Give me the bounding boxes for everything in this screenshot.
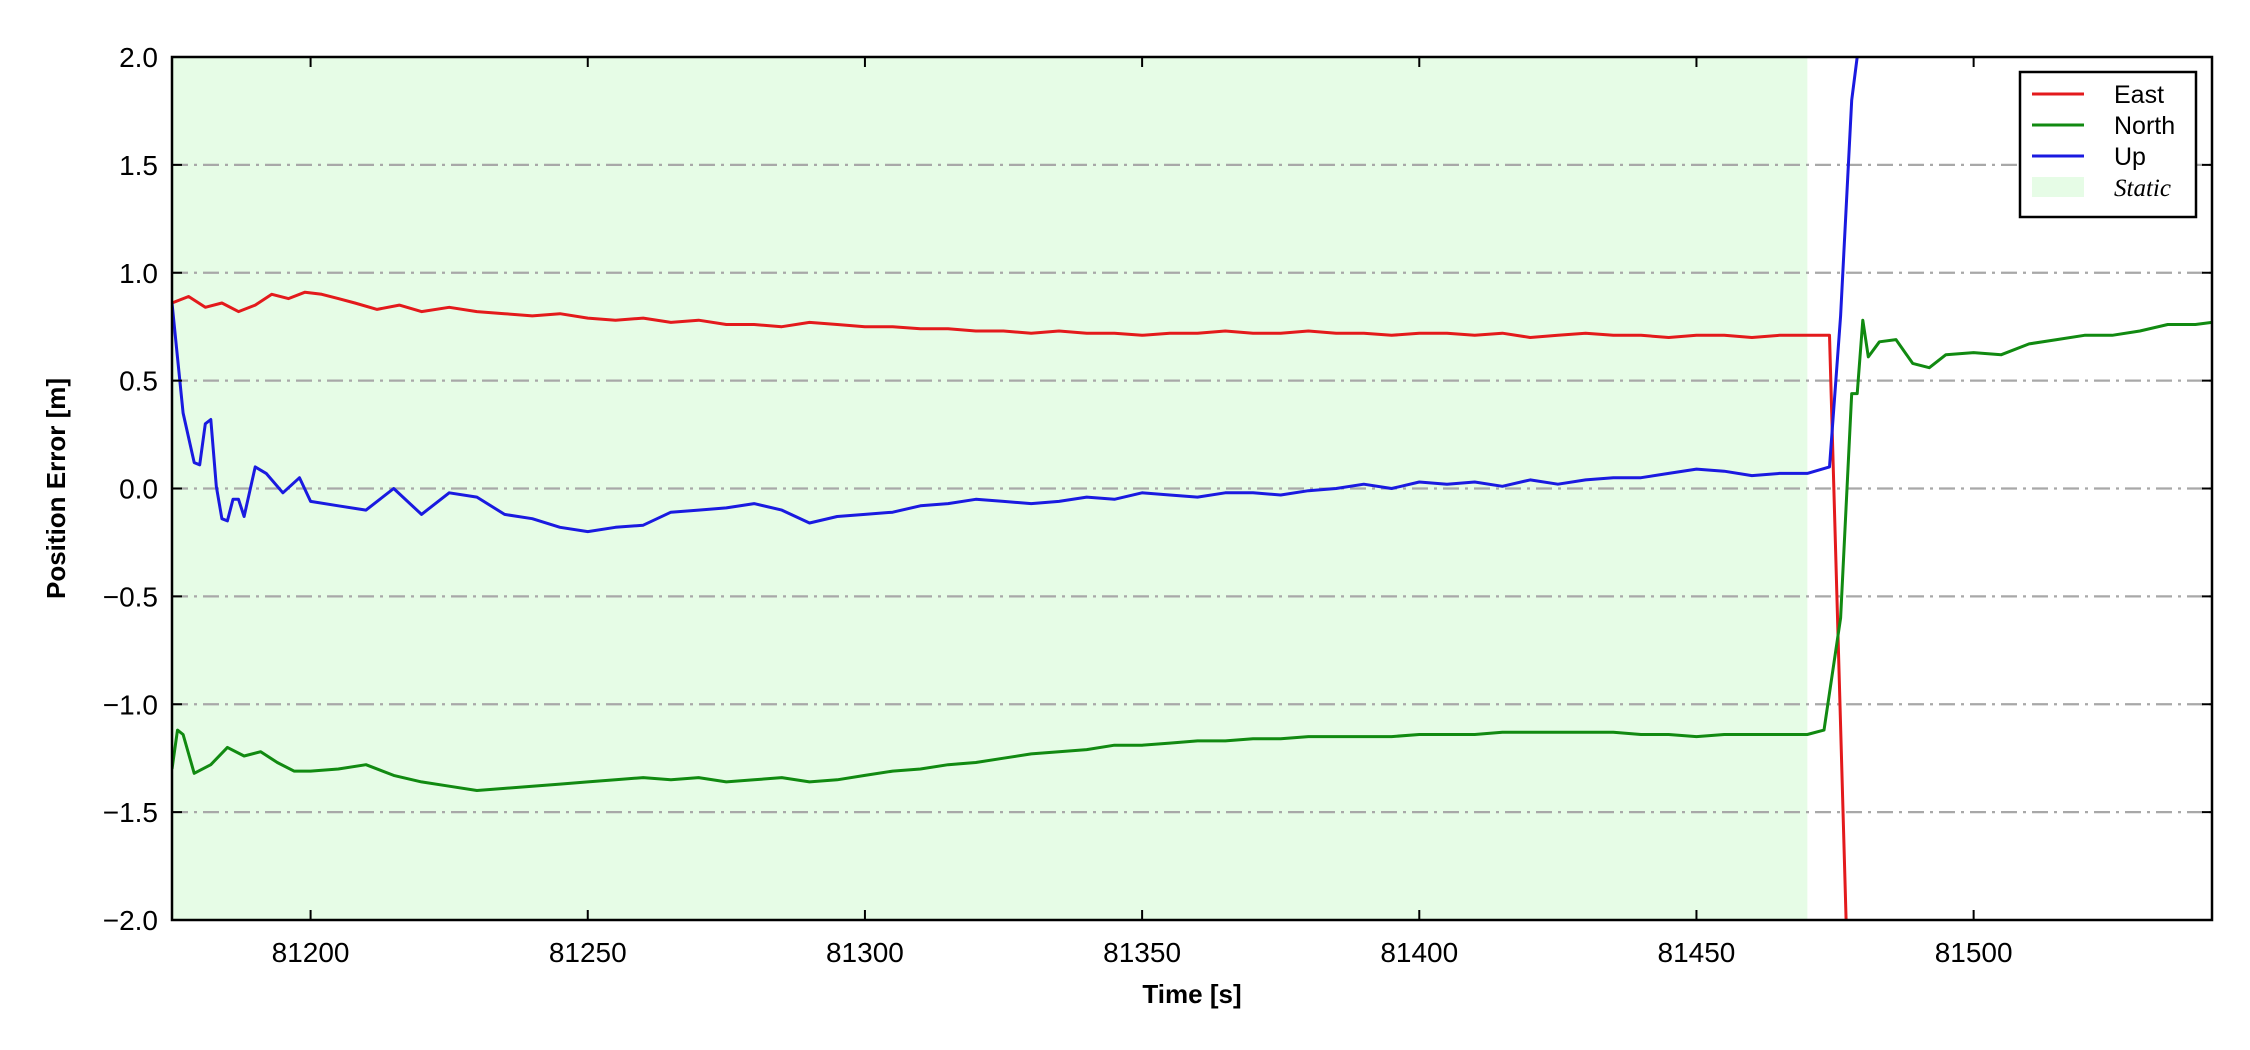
y-tick-label: −0.5 bbox=[103, 581, 158, 612]
x-tick-label: 81400 bbox=[1380, 937, 1458, 968]
legend-label-north: North bbox=[2114, 112, 2175, 140]
x-tick-label: 81300 bbox=[826, 937, 904, 968]
x-axis-title: Time [s] bbox=[1142, 979, 1241, 1009]
y-tick-label: 1.5 bbox=[119, 150, 158, 181]
y-tick-label: 2.0 bbox=[119, 42, 158, 73]
x-tick-label: 81250 bbox=[549, 937, 627, 968]
series-line-east bbox=[172, 290, 1848, 920]
y-tick-label: 0.0 bbox=[119, 474, 158, 505]
legend-swatch-static bbox=[2032, 177, 2084, 197]
y-tick-label: 0.5 bbox=[119, 366, 158, 397]
legend-label-static: Static bbox=[2114, 175, 2171, 202]
series-line-up bbox=[172, 57, 1859, 534]
x-tick-label: 81450 bbox=[1658, 937, 1736, 968]
x-tick-label: 81200 bbox=[272, 937, 350, 968]
legend-label-up: Up bbox=[2114, 143, 2146, 171]
legend-label-east: East bbox=[2114, 81, 2164, 109]
y-tick-label: −1.0 bbox=[103, 689, 158, 720]
x-tick-label: 81350 bbox=[1103, 937, 1181, 968]
y-tick-label: −2.0 bbox=[103, 905, 158, 936]
y-tick-label: −1.5 bbox=[103, 797, 158, 828]
series-line-north bbox=[172, 318, 2212, 792]
x-tick-label: 81500 bbox=[1935, 937, 2013, 968]
y-axis-title: Position Error [m] bbox=[41, 378, 71, 599]
y-tick-label: 1.0 bbox=[119, 258, 158, 289]
